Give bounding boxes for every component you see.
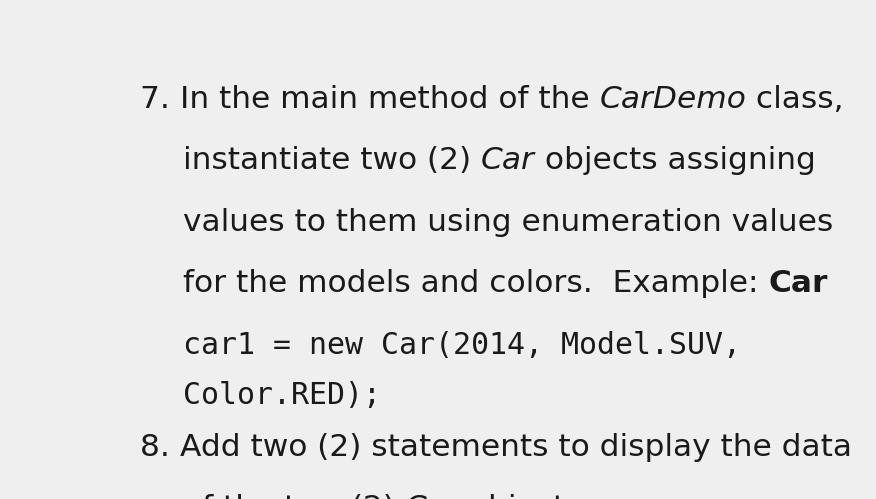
Text: Add two (2) statements to display the data: Add two (2) statements to display the da…: [180, 433, 851, 462]
Text: In the main method of the: In the main method of the: [180, 85, 599, 114]
Text: Color.RED);: Color.RED);: [183, 381, 381, 410]
Text: values to them using enumeration values: values to them using enumeration values: [183, 208, 833, 237]
Text: Car: Car: [481, 146, 534, 175]
Text: for the models and colors.  Example:: for the models and colors. Example:: [183, 269, 768, 298]
Text: car1 = new Car(2014, Model.SUV,: car1 = new Car(2014, Model.SUV,: [183, 331, 741, 360]
Text: of the two (2): of the two (2): [183, 494, 405, 499]
Text: Car: Car: [405, 494, 458, 499]
Text: 8.: 8.: [140, 433, 180, 462]
Text: 7.: 7.: [140, 85, 180, 114]
Text: class,: class,: [746, 85, 844, 114]
Text: Car: Car: [768, 269, 828, 298]
Text: objects assigning: objects assigning: [534, 146, 816, 175]
Text: CarDemo: CarDemo: [599, 85, 746, 114]
Text: objects.: objects.: [458, 494, 591, 499]
Text: instantiate two (2): instantiate two (2): [183, 146, 481, 175]
